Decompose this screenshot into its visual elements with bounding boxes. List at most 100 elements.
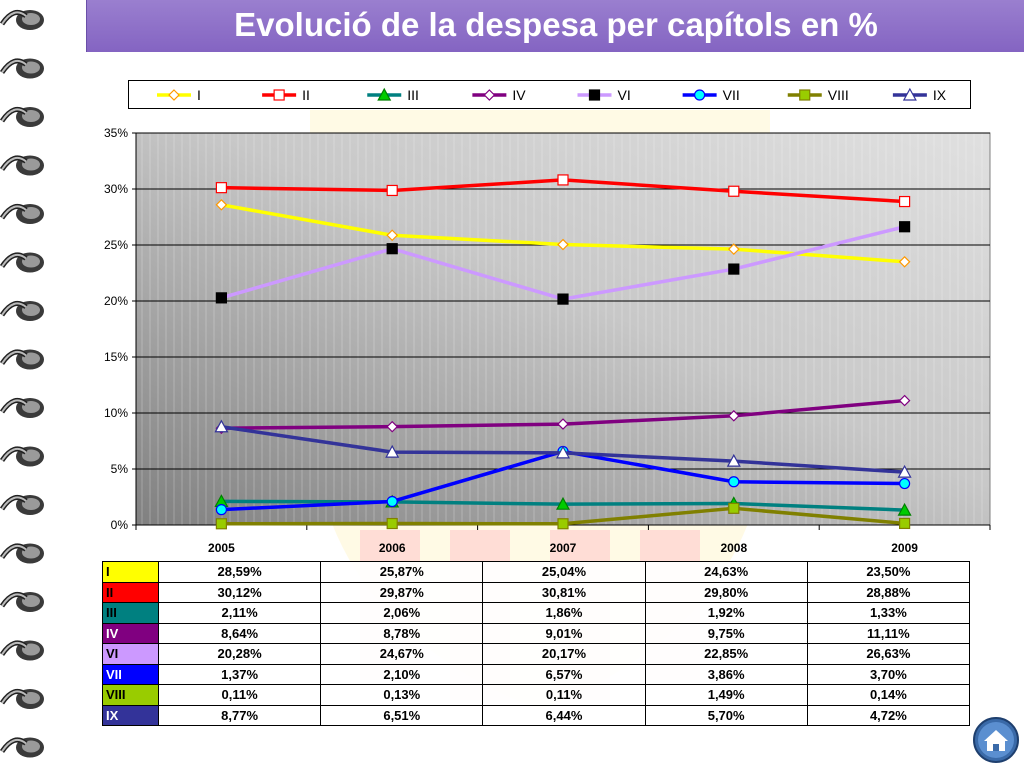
table-cell: 28,88% [806,581,971,603]
binder-ring-icon [0,737,44,758]
table-cell: 3,86% [644,663,808,685]
binder-ring-icon [0,591,44,612]
y-tick-label: 30% [104,182,128,196]
table-row: VIII 0,11% 0,13% 0,11% 1,49% 0,14% [102,684,971,706]
binder-rings [0,9,44,758]
table-cell: 25,04% [482,561,646,583]
table-cell: 11,11% [806,622,971,644]
chart-legend: I II III IV VI VII VIII IX [128,80,971,109]
home-button[interactable] [972,716,1020,764]
data-point [898,221,911,233]
binder-ring-icon [0,397,44,418]
y-tick-label: 5% [111,462,129,476]
data-point [386,420,399,433]
table-cell: 29,87% [320,581,484,603]
binder-ring-icon [0,58,44,79]
data-point [215,182,227,194]
table-cell: 23,50% [806,561,971,583]
series-VIII [215,502,911,530]
data-point [898,517,911,530]
legend-label: VI [618,87,631,103]
home-icon [984,730,1008,751]
table-row-label: VII [102,663,159,685]
data-point [386,517,398,530]
binder-ring-icon [0,494,44,515]
data-point [215,518,227,530]
table-cell: 4,72% [806,704,971,726]
table-cell: 20,17% [482,643,646,665]
table-cell: 6,44% [482,704,646,726]
data-point [728,263,740,275]
table-row: IV 8,64% 8,78% 9,01% 9,75% 11,11% [102,622,971,644]
data-point [557,238,569,251]
legend-item: VIII [787,87,849,103]
data-point [214,419,229,433]
data-point [726,453,741,467]
legend-label: III [407,87,419,103]
table-cell: 9,01% [482,622,646,644]
data-table: I 28,59% 25,87% 25,04% 24,63% 23,50% II 30,12% 2… [102,561,971,726]
data-point [386,184,398,197]
binder-ring-icon [0,349,44,370]
table-cell: 30,81% [482,581,646,603]
data-point [386,229,399,242]
legend-label: VII [723,87,740,103]
table-cell: 2,11% [157,602,322,624]
binder-ring-icon [0,543,44,564]
legend-svg: I II III IV VI VII VIII IX [157,87,947,103]
y-tick-label: 15% [104,350,128,364]
series-II [215,174,911,208]
binder-ring-icon [0,9,44,30]
table-cell: 1,86% [482,602,646,624]
table-cell: 0,11% [157,684,322,706]
table-cell: 1,92% [644,602,808,624]
data-point [557,174,569,186]
data-point [557,293,569,305]
y-tick-label: 25% [104,238,128,252]
binder-ring-icon [0,446,44,467]
data-point [555,445,571,459]
series-IX [214,419,912,478]
table-cell: 8,78% [320,622,484,644]
binder-ring-icon [0,640,44,661]
legend-marker [902,87,917,101]
data-point [557,518,569,530]
data-point [215,504,227,516]
table-cell: 24,67% [320,643,484,665]
table-row-label: I [102,561,159,583]
legend-label: I [197,87,201,103]
x-tick-label: 2007 [550,541,577,555]
data-point [727,243,740,255]
table-cell: 26,63% [806,643,971,665]
legend-marker [273,89,285,101]
y-tick-label: 20% [104,294,128,308]
table-row: I 28,59% 25,87% 25,04% 24,63% 23,50% [102,561,971,583]
table-cell: 25,87% [320,561,484,583]
legend-marker [483,89,496,101]
table-row-label: IX [102,704,159,726]
legend-marker [377,87,392,101]
table-row-label: II [102,581,159,603]
table-row-label: VIII [102,684,159,706]
data-point [386,495,398,508]
legend-item: VII [682,87,740,103]
legend-marker [168,89,180,101]
legend-label: IV [512,87,526,103]
binder-ring-icon [0,300,44,321]
legend-label: IX [933,87,947,103]
table-cell: 6,57% [482,663,646,685]
table-cell: 20,28% [157,643,322,665]
table-cell: 5,70% [644,704,808,726]
data-table-body: I 28,59% 25,87% 25,04% 24,63% 23,50% II 30,12% 2… [102,561,971,726]
y-tick-label: 10% [104,406,128,420]
table-row-label: IV [102,622,159,644]
table-cell: 22,85% [644,643,808,665]
table-row-label: III [102,602,159,624]
table-cell: 24,63% [644,561,808,583]
y-tick-label: 0% [111,518,129,532]
data-point [215,198,228,211]
table-cell: 9,75% [644,622,808,644]
page-title: Evolució de la despesa per capítols en % [234,6,878,43]
binder-ring-icon [0,203,44,224]
table-cell: 0,14% [806,684,971,706]
